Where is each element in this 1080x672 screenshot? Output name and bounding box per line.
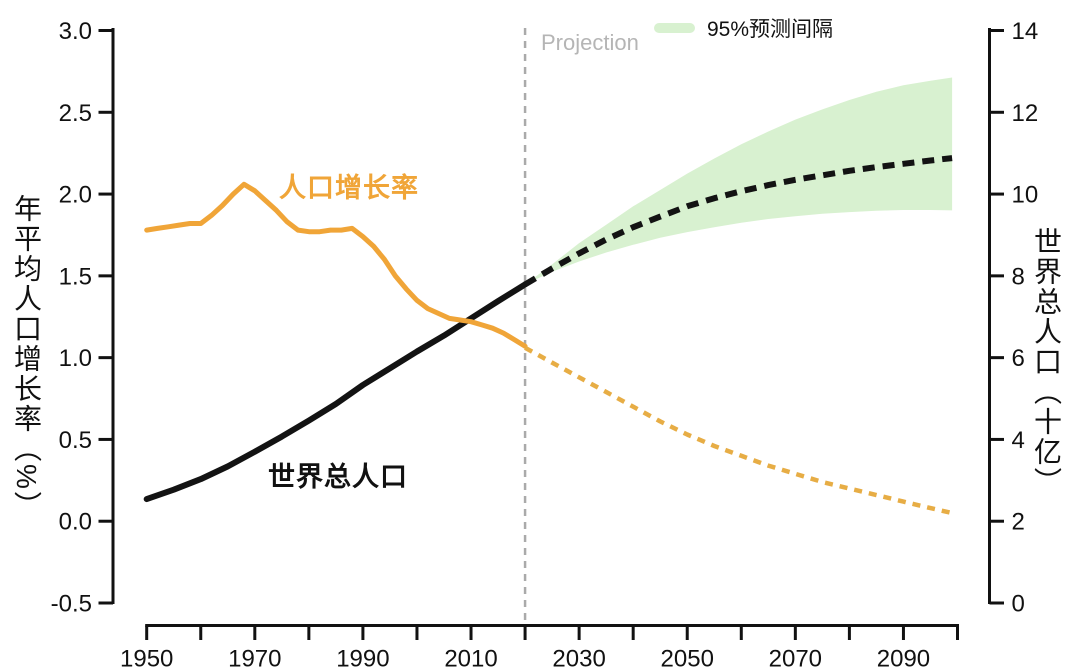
- prediction-band: [525, 77, 953, 285]
- right-axis-tick-label: 10: [1012, 182, 1039, 209]
- population-series-label: 世界总人口: [268, 462, 408, 492]
- population-line-dotted: [523, 155, 953, 287]
- left-axis-tick-label: -0.5: [51, 591, 92, 618]
- left-axis-tick-label: 2.5: [59, 100, 92, 127]
- right-axis-tick-label: 12: [1012, 100, 1039, 127]
- x-axis-tick-label: 2010: [444, 646, 497, 672]
- prediction-band-area: [525, 77, 953, 285]
- x-axis-tick-label: 1970: [228, 646, 281, 672]
- growth-rate-line-solid: [144, 181, 528, 349]
- right-axis-tick-label: 4: [1012, 427, 1025, 454]
- x-axis-tick-label: 1990: [336, 646, 389, 672]
- x-axis-tick-label: 2030: [552, 646, 605, 672]
- growth-rate-line-dotted: [524, 345, 953, 516]
- population-line-solid: [143, 281, 529, 503]
- prediction-interval-legend: 95%预测间隔: [654, 13, 833, 43]
- right-y-axis: 14 12 10 8 6 4 2 0: [988, 18, 1039, 618]
- right-axis-title: 世界总人口（十亿）: [1031, 227, 1062, 497]
- right-axis-tick-label: 2: [1012, 509, 1025, 536]
- left-y-axis: 3.0 2.5 2.0 1.5 1.0 0.5 0.0 -0.5: [51, 18, 115, 618]
- left-axis-tick-label: 0.0: [59, 509, 92, 536]
- left-axis-tick-label: 3.0: [59, 18, 92, 45]
- x-axis-tick-label: 2050: [661, 646, 714, 672]
- left-axis-tick-label: 0.5: [59, 427, 92, 454]
- left-axis-tick-label: 1.5: [59, 263, 92, 290]
- left-axis-tick-label: 2.0: [59, 182, 92, 209]
- data-series-lines: [143, 155, 953, 516]
- x-axis-tick-label: 2090: [877, 646, 930, 672]
- growth-rate-series-label: 人口增长率: [279, 173, 419, 203]
- x-axis-tick-label: 2070: [769, 646, 822, 672]
- right-axis-tick-label: 0: [1012, 591, 1025, 618]
- projection-label: Projection: [541, 30, 639, 55]
- legend-label: 95%预测间隔: [707, 18, 834, 41]
- right-axis-tick-label: 14: [1012, 18, 1039, 45]
- left-axis-title: 年平均人口增长率（%）: [11, 194, 42, 521]
- x-axis-tick-label: 1950: [120, 646, 173, 672]
- right-axis-tick-label: 8: [1012, 263, 1025, 290]
- legend-swatch-icon: [654, 23, 695, 33]
- left-axis-tick-label: 1.0: [59, 345, 92, 372]
- right-axis-tick-label: 6: [1012, 345, 1025, 372]
- x-axis: 1950 1970 1990 2010 2030 2050 2070 2090: [120, 624, 959, 672]
